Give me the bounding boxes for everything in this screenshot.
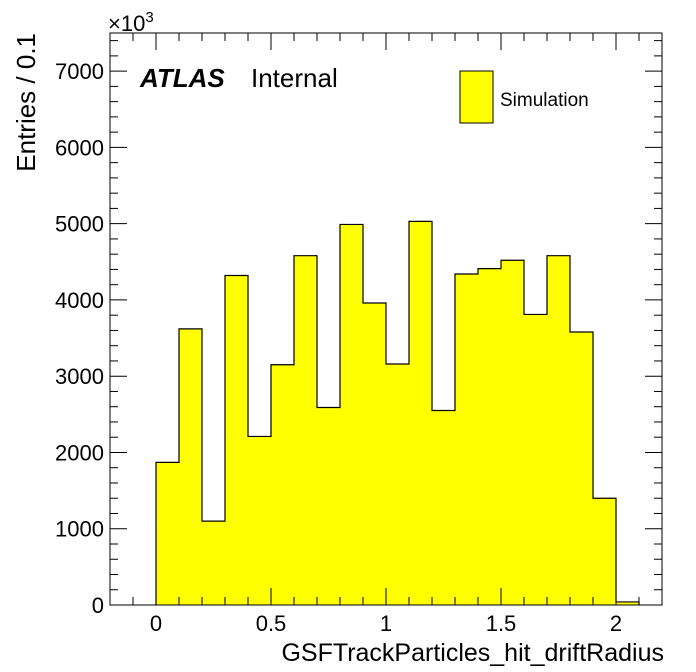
histogram-bar <box>409 221 432 605</box>
axis-tick-labels: 0 0.5 1 1.5 2 0 1000 2000 3000 4000 5000 6000 7000 <box>55 59 622 636</box>
histogram-bar <box>432 410 455 605</box>
histogram-bar <box>455 274 478 605</box>
histogram-outline <box>155 220 640 605</box>
x-tick-label: 0 <box>150 611 162 636</box>
histogram-bars <box>155 220 640 605</box>
y-tick-label: 6000 <box>55 135 104 160</box>
histogram-bar <box>524 314 547 605</box>
internal-label: Internal <box>251 63 338 93</box>
histogram-bar <box>156 462 179 605</box>
legend-entry-simulation: Simulation <box>500 90 589 111</box>
y-axis-title: Entries / 0.1 <box>11 33 41 172</box>
histogram-bar <box>570 331 593 605</box>
y-tick-label: 1000 <box>55 517 104 542</box>
histogram-bar <box>202 521 225 605</box>
histogram-bar <box>225 275 248 605</box>
y-tick-label: 3000 <box>55 364 104 389</box>
legend-swatch <box>459 70 494 124</box>
x-tick-label: 0.5 <box>256 611 287 636</box>
x-tick-label: 2 <box>610 611 622 636</box>
y-tick-label: 4000 <box>55 288 104 313</box>
histogram-bar <box>501 260 524 605</box>
y-scale-multiplier: ×103 <box>108 9 154 36</box>
x-axis-title: GSFTrackParticles_hit_driftRadius <box>281 639 664 667</box>
histogram-bar <box>340 224 363 605</box>
histogram-bar <box>547 255 570 605</box>
y-tick-label: 0 <box>92 593 104 618</box>
histogram-bar <box>294 255 317 605</box>
y-tick-label: 7000 <box>55 59 104 84</box>
histogram-bar <box>593 498 616 605</box>
x-tick-label: 1.5 <box>486 611 517 636</box>
histogram-bar <box>478 268 501 605</box>
axis-ticks <box>109 33 663 606</box>
histogram-bar <box>179 328 202 605</box>
x-tick-label: 1 <box>380 611 392 636</box>
histogram-bar <box>271 364 294 605</box>
histogram-bar <box>248 436 271 605</box>
atlas-label: ATLAS <box>139 63 225 93</box>
histogram-bar <box>386 364 409 605</box>
y-tick-label: 2000 <box>55 440 104 465</box>
histogram-bar <box>616 601 639 605</box>
histogram-bar <box>363 302 386 605</box>
histogram-bar <box>317 407 340 605</box>
y-tick-label: 5000 <box>55 212 104 237</box>
